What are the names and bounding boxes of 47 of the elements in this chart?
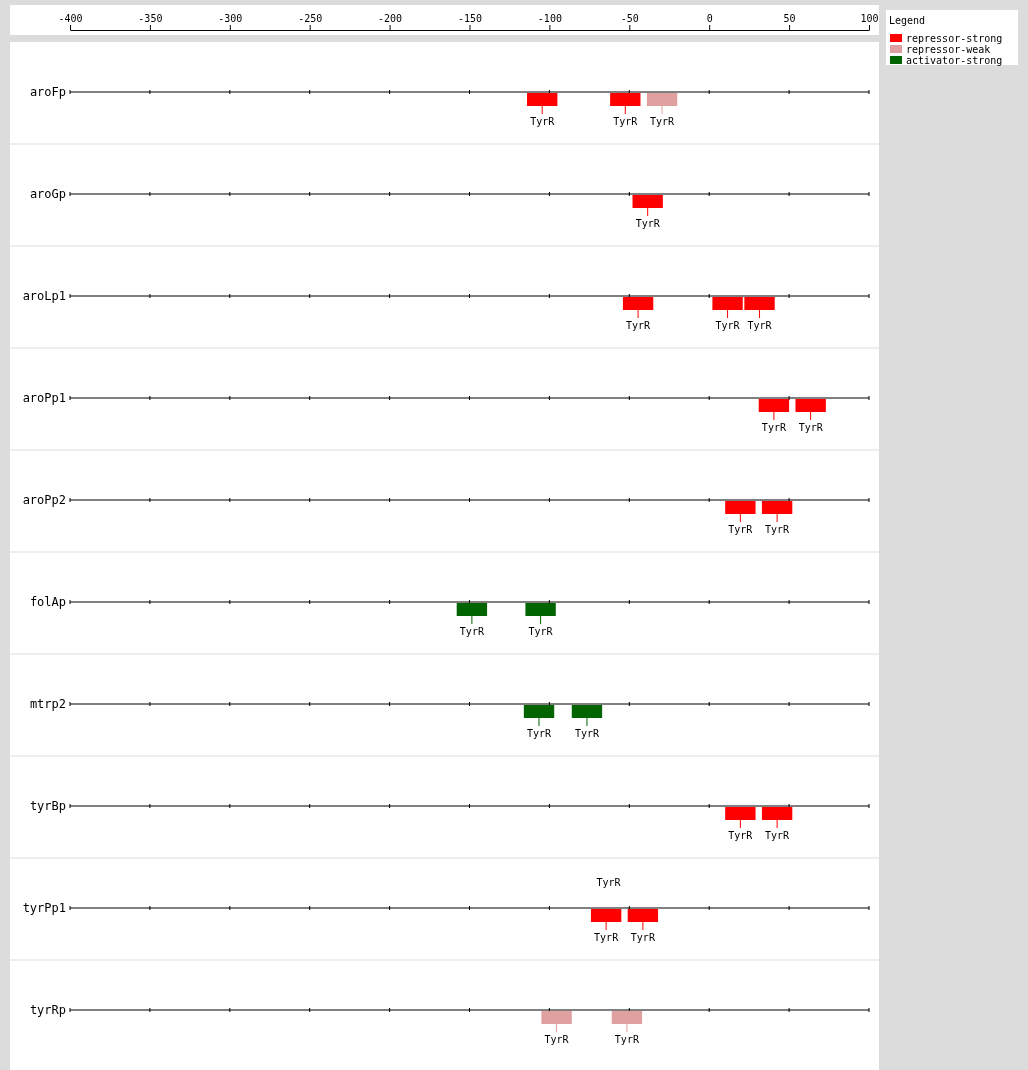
data-label: TyrR	[528, 626, 554, 637]
data-label: TyrR	[526, 728, 553, 739]
x-tick-label: -300	[218, 13, 243, 24]
data-label: TyrR	[574, 728, 600, 739]
y-tick-label: aroGp	[29, 187, 66, 201]
data-label: TyrR	[650, 116, 676, 127]
data-label: TyrR	[798, 422, 824, 433]
data-label: TyrR	[728, 830, 754, 841]
legend-title: Legend	[889, 15, 926, 26]
data-label: TyrR	[594, 932, 620, 943]
data-label: TyrR	[635, 218, 661, 229]
annotation: TyrR	[596, 877, 622, 888]
data-label: TyrR	[626, 320, 652, 331]
y-tick-label: mtrp2	[29, 697, 66, 711]
x-tick-label: -50	[620, 13, 639, 24]
y-tick-label: aroFp	[29, 85, 66, 99]
legend-label: activator-strong	[906, 55, 1003, 66]
x-tick-label: 50	[783, 13, 796, 24]
y-tick-label: aroLp1	[22, 289, 66, 303]
y-tick-label: aroPp1	[22, 391, 66, 405]
data-label: TyrR	[715, 320, 741, 331]
y-tick-label: tyrPp1	[22, 901, 66, 915]
x-tick-label: -100	[537, 13, 562, 24]
data-label: TyrR	[630, 932, 656, 943]
x-tick-label: -200	[378, 13, 403, 24]
legend-label: repressor-weak	[906, 44, 991, 55]
data-label: TyrR	[747, 320, 773, 331]
y-tick-label: tyrRp	[29, 1003, 66, 1017]
x-tick-label: -350	[138, 13, 163, 24]
data-label: TyrR	[614, 1034, 640, 1045]
y-tick-label: aroPp2	[22, 493, 66, 507]
x-tick-label: -400	[58, 13, 83, 24]
data-label: TyrR	[459, 626, 485, 637]
y-tick-label: folAp	[29, 595, 66, 609]
x-tick-label: -250	[298, 13, 323, 24]
data-label: TyrR	[728, 524, 754, 535]
data-label: TyrR	[613, 116, 639, 127]
data-label: TyrR	[765, 524, 791, 535]
y-tick-label: tyrBp	[29, 799, 66, 813]
x-tick-label: 100	[860, 13, 879, 24]
x-tick-label: 0	[706, 13, 713, 24]
data-label: TyrR	[530, 116, 556, 127]
legend-label: repressor-strong	[906, 33, 1003, 44]
data-label: TyrR	[544, 1034, 570, 1045]
data-label: TyrR	[761, 422, 787, 433]
x-tick-label: -150	[457, 13, 483, 24]
data-label: TyrR	[765, 830, 791, 841]
